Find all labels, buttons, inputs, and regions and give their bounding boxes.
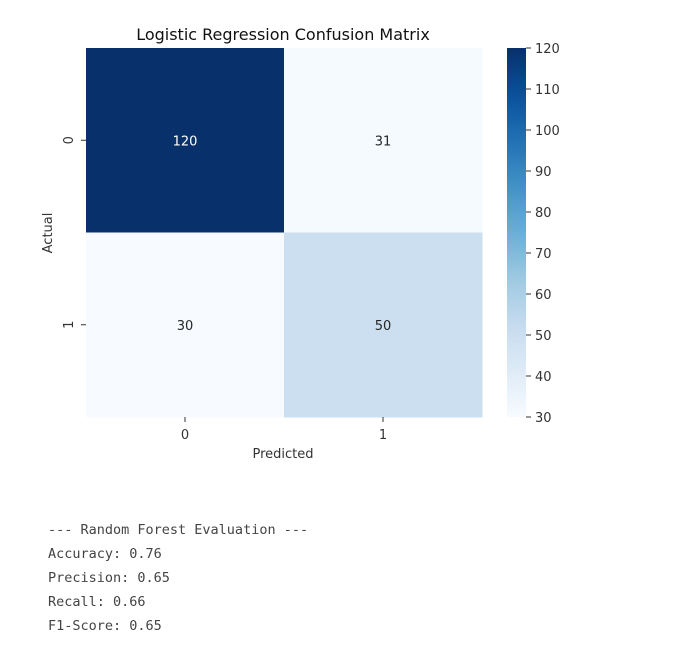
colorbar-tick-label: 40 [535,370,552,385]
colorbar-tick-label: 120 [535,42,560,57]
cell-value-label: 50 [375,319,392,334]
cell-value-label: 31 [375,134,392,149]
heatmap-cell-labels: 120 31 30 50 [173,134,392,334]
colorbar-tick-label: 60 [535,288,552,303]
colorbar [507,48,526,417]
x-axis-label: Predicted [252,447,313,462]
y-axis-label: Actual [41,213,56,254]
colorbar-tick-label: 30 [535,411,552,426]
colorbar-tick-label: 100 [535,124,560,139]
confusion-matrix-chart: Logistic Regression Confusion Matrix 120… [41,25,560,462]
chart-title: Logistic Regression Confusion Matrix [136,25,430,44]
heatmap-cell [86,48,285,233]
y-tick-label: 1 [62,321,77,329]
colorbar-tick-label: 50 [535,329,552,344]
heatmap-cells [86,48,483,418]
output-precision: Precision: 0.65 [48,570,170,586]
colorbar-tick-label: 110 [535,83,560,98]
y-tick-label: 0 [62,136,77,144]
cell-value-label: 120 [173,134,198,149]
output-f1: F1-Score: 0.65 [48,618,162,634]
heatmap-cell [86,232,285,418]
heatmap-cell [284,48,483,233]
x-tick-label: 0 [181,428,189,443]
cell-value-label: 30 [177,319,194,334]
output-accuracy: Accuracy: 0.76 [48,546,162,562]
colorbar-tick-label: 90 [535,165,552,180]
output-header: --- Random Forest Evaluation --- [48,522,309,538]
colorbar-tick-label: 70 [535,247,552,262]
y-axis-ticks: 01 [62,136,86,329]
x-tick-label: 1 [379,428,387,443]
colorbar-ticks: 30 40 50 60 70 80 90 100 110 120 [526,42,560,426]
colorbar-tick-label: 80 [535,206,552,221]
heatmap-cell [284,232,483,418]
evaluation-output: --- Random Forest Evaluation --- Accurac… [48,520,308,640]
output-recall: Recall: 0.66 [48,594,146,610]
